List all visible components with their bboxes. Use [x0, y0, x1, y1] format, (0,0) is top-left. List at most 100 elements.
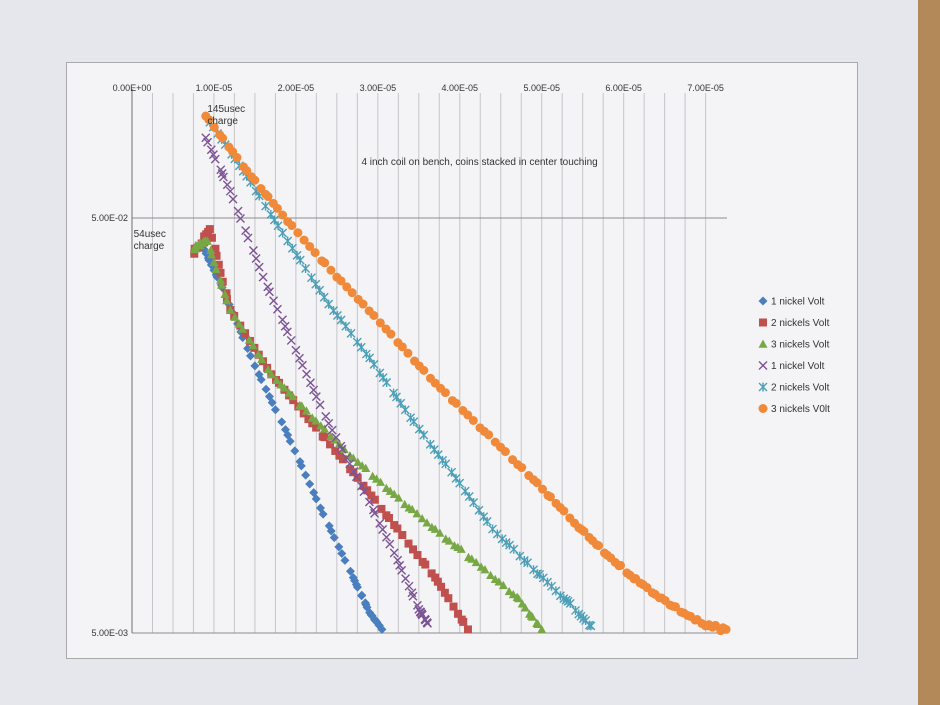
- data-point: [326, 440, 335, 449]
- data-point: [389, 548, 399, 558]
- data-point: [294, 353, 304, 363]
- data-point: [272, 304, 282, 314]
- data-point: [222, 180, 232, 190]
- data-point: [263, 192, 273, 202]
- data-point: [500, 447, 510, 457]
- data-point: [283, 236, 293, 246]
- data-point: [504, 586, 514, 596]
- data-point: [559, 506, 569, 516]
- data-point: [320, 258, 330, 268]
- axis-layer: 0.00E+00 1.00E-05 2.00E-05 3.00E-05 4.00E-05…: [91, 83, 723, 638]
- data-point: [232, 153, 242, 163]
- legend-marker: [759, 318, 767, 327]
- x-tick-label: 0.00E+00: [113, 83, 152, 93]
- y-tick-label: 5.00E-02: [91, 213, 128, 223]
- data-point: [397, 342, 407, 352]
- data-point: [211, 244, 220, 253]
- data-point: [431, 573, 440, 582]
- data-point: [209, 122, 219, 132]
- data-point: [241, 226, 251, 236]
- data-point: [449, 602, 458, 611]
- data-point: [469, 498, 479, 508]
- data-point: [305, 479, 315, 489]
- data-point: [451, 398, 461, 408]
- data-point: [203, 137, 213, 147]
- data-point: [437, 582, 446, 591]
- data-point: [210, 154, 220, 164]
- data-point: [362, 602, 372, 612]
- legend-label: 3 nickels V0lt: [771, 404, 830, 415]
- data-point: [295, 255, 305, 265]
- data-point: [370, 495, 379, 504]
- data-point: [218, 133, 228, 143]
- data-point: [527, 612, 537, 621]
- data-point: [375, 518, 385, 528]
- data-point: [454, 609, 463, 618]
- data-point: [261, 201, 271, 211]
- data-point: [524, 471, 534, 481]
- data-point: [409, 417, 419, 427]
- data-point: [370, 508, 380, 518]
- data-point: [329, 533, 339, 543]
- data-point: [207, 233, 216, 242]
- legend-label: 2 nickels Volt: [771, 383, 830, 394]
- data-point: [337, 549, 347, 559]
- data-point: [356, 481, 366, 491]
- data-point: [386, 329, 396, 339]
- data-point: [304, 415, 313, 424]
- data-point: [235, 214, 245, 224]
- data-point: [359, 487, 369, 497]
- data-point: [312, 423, 321, 432]
- data-point: [326, 265, 336, 275]
- data-point: [233, 206, 243, 216]
- data-point: [444, 536, 454, 545]
- data-point: [331, 446, 340, 455]
- data-point: [258, 272, 268, 282]
- data-point: [280, 425, 290, 435]
- data-point: [291, 345, 301, 355]
- data-point: [444, 594, 453, 603]
- data-point: [288, 391, 298, 401]
- data-point: [311, 279, 321, 289]
- legend-label: 1 nickel Volt: [771, 297, 825, 308]
- x-tick-label: 5.00E-05: [523, 83, 560, 93]
- legend-marker: [758, 339, 768, 348]
- data-point: [451, 473, 461, 483]
- data-point: [320, 424, 330, 433]
- data-point: [234, 319, 244, 328]
- data-point: [290, 446, 300, 456]
- data-point: [464, 492, 474, 502]
- chart-svg: 0.00E+00 1.00E-05 2.00E-05 3.00E-05 4.00E-05…: [91, 83, 830, 638]
- data-point: [463, 410, 473, 420]
- data-point: [336, 276, 346, 286]
- data-point: [254, 262, 264, 272]
- data-point: [414, 424, 424, 434]
- data-point: [422, 518, 432, 527]
- data-point: [381, 532, 391, 542]
- data-point: [310, 248, 320, 258]
- data-point: [222, 295, 232, 305]
- data-point: [565, 513, 575, 523]
- data-point: [441, 459, 451, 469]
- data-point: [206, 250, 216, 259]
- data-point: [318, 509, 328, 519]
- data-point: [248, 340, 258, 350]
- data-point: [359, 481, 368, 490]
- legend-marker: [758, 404, 768, 413]
- data-point: [517, 463, 527, 473]
- data-point: [204, 115, 214, 125]
- legend-entry: 3 nickels Volt: [758, 339, 830, 351]
- data-point: [315, 400, 325, 410]
- x-tick-label: 2.00E-05: [278, 83, 315, 93]
- series-3: [189, 236, 547, 634]
- data-point: [384, 514, 393, 523]
- data-point: [216, 280, 226, 289]
- data-point: [250, 361, 260, 371]
- data-point: [396, 398, 406, 408]
- data-point: [279, 383, 289, 392]
- data-point: [404, 581, 414, 591]
- data-point: [309, 385, 319, 395]
- chart-annotation: 54usec charge: [134, 229, 166, 252]
- data-point: [218, 172, 228, 182]
- x-tick-label: 3.00E-05: [360, 83, 397, 93]
